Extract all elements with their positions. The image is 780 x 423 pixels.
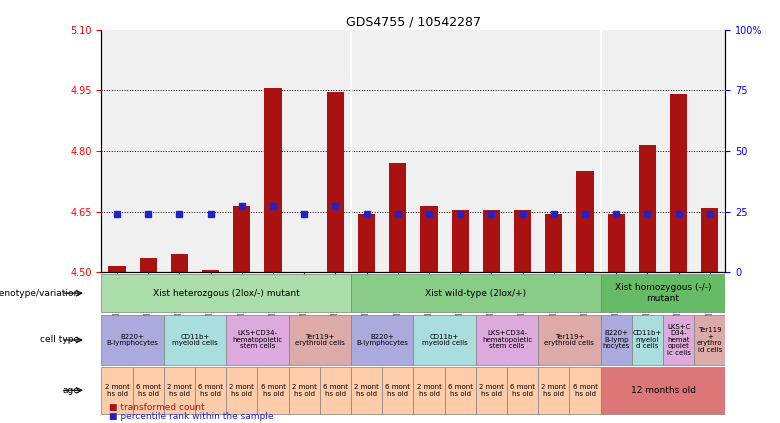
Text: 2 mont
hs old: 2 mont hs old <box>167 384 192 397</box>
Bar <box>601 367 725 414</box>
Text: ■ percentile rank within the sample: ■ percentile rank within the sample <box>109 412 274 421</box>
Text: CD11b+
myeloid cells: CD11b+ myeloid cells <box>172 334 218 346</box>
Text: Xist homozygous (-/-)
mutant: Xist homozygous (-/-) mutant <box>615 283 711 303</box>
Text: 6 mont
hs old: 6 mont hs old <box>448 384 473 397</box>
Bar <box>545 214 562 272</box>
Bar <box>101 367 133 414</box>
Bar <box>195 367 226 414</box>
Bar <box>202 270 219 272</box>
Bar <box>445 367 476 414</box>
Bar <box>413 315 476 365</box>
Bar <box>233 206 250 272</box>
Text: CD11b+
myeloi
d cells: CD11b+ myeloi d cells <box>633 330 662 349</box>
Text: ■ transformed count: ■ transformed count <box>109 404 205 412</box>
Bar <box>701 208 718 272</box>
Bar <box>576 171 594 272</box>
Bar <box>226 315 289 365</box>
Bar <box>264 88 282 272</box>
Text: B220+
B-lymp
hocytes: B220+ B-lymp hocytes <box>602 330 630 349</box>
Bar <box>670 94 687 272</box>
Text: 6 mont
hs old: 6 mont hs old <box>510 384 535 397</box>
Bar <box>226 367 257 414</box>
Bar <box>327 92 344 272</box>
Bar <box>483 210 500 272</box>
Text: 6 mont
hs old: 6 mont hs old <box>573 384 597 397</box>
Text: age: age <box>62 386 80 395</box>
Bar <box>694 315 725 365</box>
Bar <box>663 315 694 365</box>
Text: 2 mont
hs old: 2 mont hs old <box>541 384 566 397</box>
Bar <box>476 367 507 414</box>
Bar <box>320 367 351 414</box>
Bar <box>632 315 663 365</box>
Bar <box>601 315 632 365</box>
Bar <box>164 367 195 414</box>
Text: Ter119
+
erythro
id cells: Ter119 + erythro id cells <box>697 327 722 353</box>
Text: B220+
B-lymphocytes: B220+ B-lymphocytes <box>356 334 408 346</box>
Text: 6 mont
hs old: 6 mont hs old <box>136 384 161 397</box>
Bar <box>351 315 413 365</box>
Bar <box>389 163 406 272</box>
Bar <box>538 315 601 365</box>
Text: 6 mont
hs old: 6 mont hs old <box>385 384 410 397</box>
Bar <box>140 258 157 272</box>
Bar <box>420 206 438 272</box>
Bar <box>101 275 351 312</box>
Bar <box>171 254 188 272</box>
Bar <box>382 367 413 414</box>
Text: LKS+CD34-
hematopoietic
stem cells: LKS+CD34- hematopoietic stem cells <box>232 330 282 349</box>
Bar <box>351 367 382 414</box>
Bar <box>257 367 289 414</box>
Bar <box>101 315 164 365</box>
Title: GDS4755 / 10542287: GDS4755 / 10542287 <box>346 16 481 28</box>
Bar <box>601 275 725 312</box>
Bar <box>413 367 445 414</box>
Text: CD11b+
myeloid cells: CD11b+ myeloid cells <box>422 334 467 346</box>
Text: 6 mont
hs old: 6 mont hs old <box>198 384 223 397</box>
Text: 2 mont
hs old: 2 mont hs old <box>105 384 129 397</box>
Bar <box>108 266 126 272</box>
Bar <box>514 210 531 272</box>
Text: 6 mont
hs old: 6 mont hs old <box>323 384 348 397</box>
Text: 2 mont
hs old: 2 mont hs old <box>229 384 254 397</box>
Bar <box>639 145 656 272</box>
Text: LKS+CD34-
hematopoietic
stem cells: LKS+CD34- hematopoietic stem cells <box>482 330 532 349</box>
Text: genotype/variation: genotype/variation <box>0 288 80 298</box>
Text: Xist wild-type (2lox/+): Xist wild-type (2lox/+) <box>425 288 526 298</box>
Text: 2 mont
hs old: 2 mont hs old <box>354 384 379 397</box>
Text: 2 mont
hs old: 2 mont hs old <box>479 384 504 397</box>
Text: 2 mont
hs old: 2 mont hs old <box>292 384 317 397</box>
Bar <box>133 367 164 414</box>
Bar <box>569 367 601 414</box>
Text: 12 months old: 12 months old <box>630 386 696 395</box>
Text: 2 mont
hs old: 2 mont hs old <box>417 384 441 397</box>
Text: Ter119+
erythroid cells: Ter119+ erythroid cells <box>544 334 594 346</box>
Text: Xist heterozgous (2lox/-) mutant: Xist heterozgous (2lox/-) mutant <box>153 288 300 298</box>
Text: LKS+C
D34-
hemat
opoiet
ic cells: LKS+C D34- hemat opoiet ic cells <box>667 324 690 356</box>
Bar <box>289 367 320 414</box>
Text: Ter119+
erythroid cells: Ter119+ erythroid cells <box>295 334 345 346</box>
Bar <box>358 214 375 272</box>
Text: cell type: cell type <box>41 335 80 344</box>
Text: B220+
B-lymphocytes: B220+ B-lymphocytes <box>107 334 158 346</box>
Bar <box>608 214 625 272</box>
Bar <box>507 367 538 414</box>
Bar <box>164 315 226 365</box>
Bar <box>289 315 351 365</box>
Bar <box>476 315 538 365</box>
Bar <box>452 210 469 272</box>
Bar <box>296 272 313 283</box>
Bar <box>351 275 601 312</box>
Bar <box>538 367 569 414</box>
Text: 6 mont
hs old: 6 mont hs old <box>261 384 285 397</box>
